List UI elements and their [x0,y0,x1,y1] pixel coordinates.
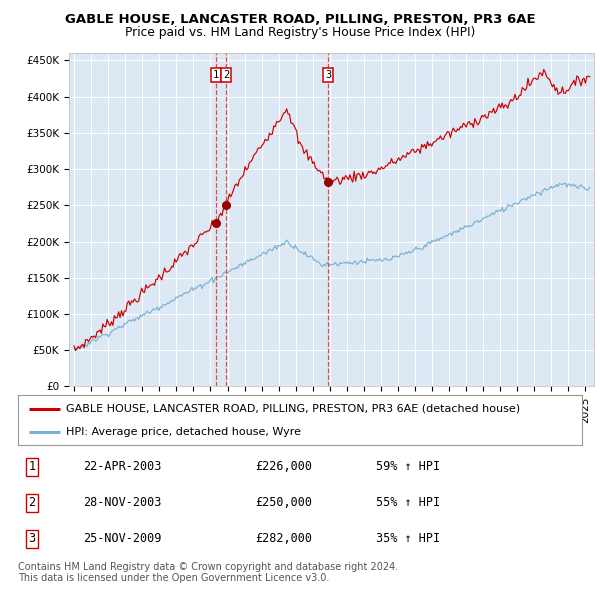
Text: £282,000: £282,000 [255,533,312,546]
Text: 3: 3 [325,70,332,80]
Text: Contains HM Land Registry data © Crown copyright and database right 2024.
This d: Contains HM Land Registry data © Crown c… [18,562,398,584]
Text: 1: 1 [212,70,219,80]
Text: 59% ↑ HPI: 59% ↑ HPI [376,460,440,473]
Text: £226,000: £226,000 [255,460,312,473]
Text: 3: 3 [29,533,35,546]
Text: 35% ↑ HPI: 35% ↑ HPI [376,533,440,546]
Text: HPI: Average price, detached house, Wyre: HPI: Average price, detached house, Wyre [66,427,301,437]
Text: 2: 2 [29,496,35,510]
Text: Price paid vs. HM Land Registry's House Price Index (HPI): Price paid vs. HM Land Registry's House … [125,26,475,39]
Text: £250,000: £250,000 [255,496,312,510]
Text: GABLE HOUSE, LANCASTER ROAD, PILLING, PRESTON, PR3 6AE (detached house): GABLE HOUSE, LANCASTER ROAD, PILLING, PR… [66,404,520,414]
Text: 1: 1 [29,460,35,473]
Text: 55% ↑ HPI: 55% ↑ HPI [376,496,440,510]
Text: GABLE HOUSE, LANCASTER ROAD, PILLING, PRESTON, PR3 6AE: GABLE HOUSE, LANCASTER ROAD, PILLING, PR… [65,13,535,26]
Text: 22-APR-2003: 22-APR-2003 [83,460,161,473]
Text: 28-NOV-2003: 28-NOV-2003 [83,496,161,510]
Text: 25-NOV-2009: 25-NOV-2009 [83,533,161,546]
Text: 2: 2 [223,70,229,80]
